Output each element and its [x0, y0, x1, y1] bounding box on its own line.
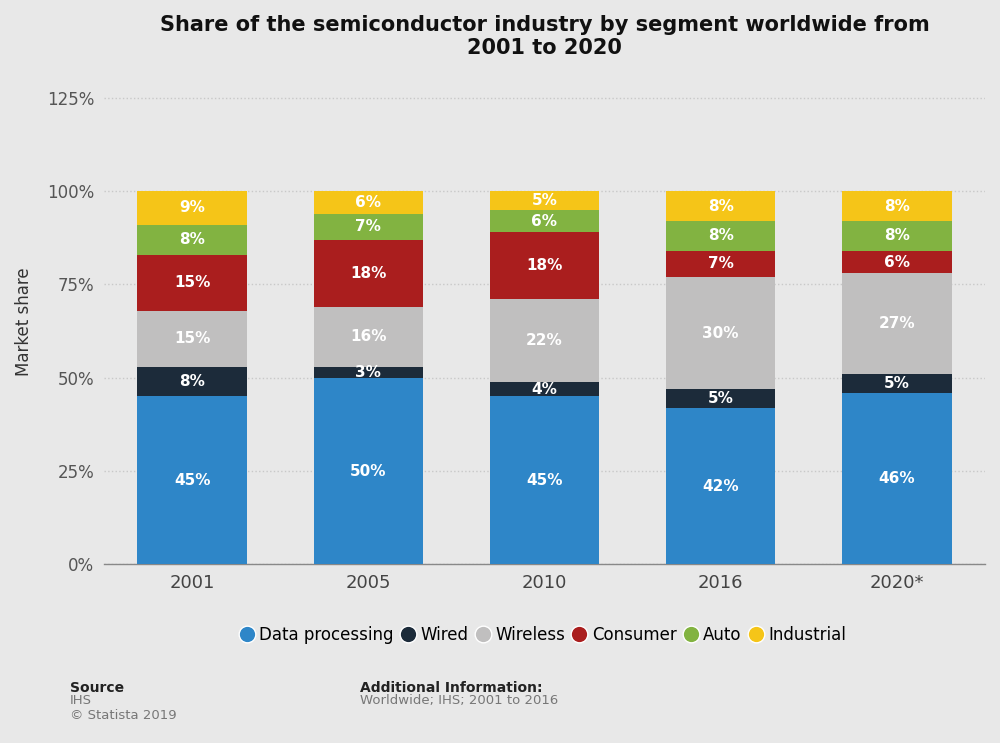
Bar — [137, 255, 247, 311]
Text: 27%: 27% — [879, 317, 915, 331]
Text: 45%: 45% — [526, 473, 563, 488]
Text: 3%: 3% — [355, 365, 381, 380]
Text: 45%: 45% — [174, 473, 210, 488]
Text: 8%: 8% — [179, 374, 205, 389]
Legend: Data processing, Wired, Wireless, Consumer, Auto, Industrial: Data processing, Wired, Wireless, Consum… — [243, 626, 846, 644]
Text: 5%: 5% — [532, 193, 557, 208]
Text: 5%: 5% — [708, 391, 734, 406]
Title: Share of the semiconductor industry by segment worldwide from
2001 to 2020: Share of the semiconductor industry by s… — [160, 15, 929, 58]
Bar — [666, 277, 775, 389]
Text: 18%: 18% — [526, 259, 563, 273]
Bar — [137, 191, 247, 225]
Bar — [314, 240, 423, 307]
Text: 15%: 15% — [174, 331, 210, 346]
Bar — [842, 251, 952, 273]
Bar — [314, 377, 423, 565]
Bar — [137, 366, 247, 397]
Bar — [842, 221, 952, 251]
Bar — [842, 191, 952, 221]
Bar — [842, 393, 952, 565]
Bar — [666, 408, 775, 565]
Text: 4%: 4% — [532, 381, 557, 397]
Bar — [842, 374, 952, 393]
Bar — [137, 311, 247, 366]
Bar — [490, 191, 599, 210]
Bar — [490, 299, 599, 382]
Bar — [314, 307, 423, 366]
Text: © Statista 2019: © Statista 2019 — [70, 710, 177, 722]
Text: 5%: 5% — [884, 376, 910, 391]
Text: 18%: 18% — [350, 266, 386, 281]
Bar — [666, 221, 775, 251]
Text: 8%: 8% — [708, 228, 734, 244]
Text: 7%: 7% — [708, 256, 734, 271]
Bar — [314, 213, 423, 240]
Bar — [314, 191, 423, 213]
Bar — [314, 366, 423, 377]
Bar — [137, 225, 247, 255]
Bar — [842, 273, 952, 374]
Bar — [490, 382, 599, 397]
Text: 30%: 30% — [702, 325, 739, 340]
Text: 8%: 8% — [708, 198, 734, 213]
Bar — [666, 389, 775, 408]
Text: 6%: 6% — [355, 195, 381, 210]
Text: 16%: 16% — [350, 329, 387, 344]
Text: 6%: 6% — [531, 213, 557, 229]
Text: 7%: 7% — [355, 219, 381, 234]
Bar — [666, 251, 775, 277]
Text: IHS: IHS — [70, 695, 92, 707]
Text: Additional Information:: Additional Information: — [360, 681, 542, 695]
Text: 15%: 15% — [174, 275, 210, 290]
Text: 8%: 8% — [179, 233, 205, 247]
Text: 46%: 46% — [879, 471, 915, 486]
Text: 22%: 22% — [526, 333, 563, 348]
Text: 9%: 9% — [179, 201, 205, 215]
Bar — [490, 397, 599, 565]
Text: 6%: 6% — [884, 255, 910, 270]
Y-axis label: Market share: Market share — [15, 267, 33, 376]
Text: 42%: 42% — [702, 478, 739, 493]
Bar — [137, 397, 247, 565]
Bar — [666, 191, 775, 221]
Bar — [490, 233, 599, 299]
Text: 8%: 8% — [884, 228, 910, 244]
Text: 8%: 8% — [884, 198, 910, 213]
Text: 50%: 50% — [350, 464, 387, 478]
Text: Source: Source — [70, 681, 124, 695]
Bar — [490, 210, 599, 233]
Text: Worldwide; IHS; 2001 to 2016: Worldwide; IHS; 2001 to 2016 — [360, 695, 558, 707]
